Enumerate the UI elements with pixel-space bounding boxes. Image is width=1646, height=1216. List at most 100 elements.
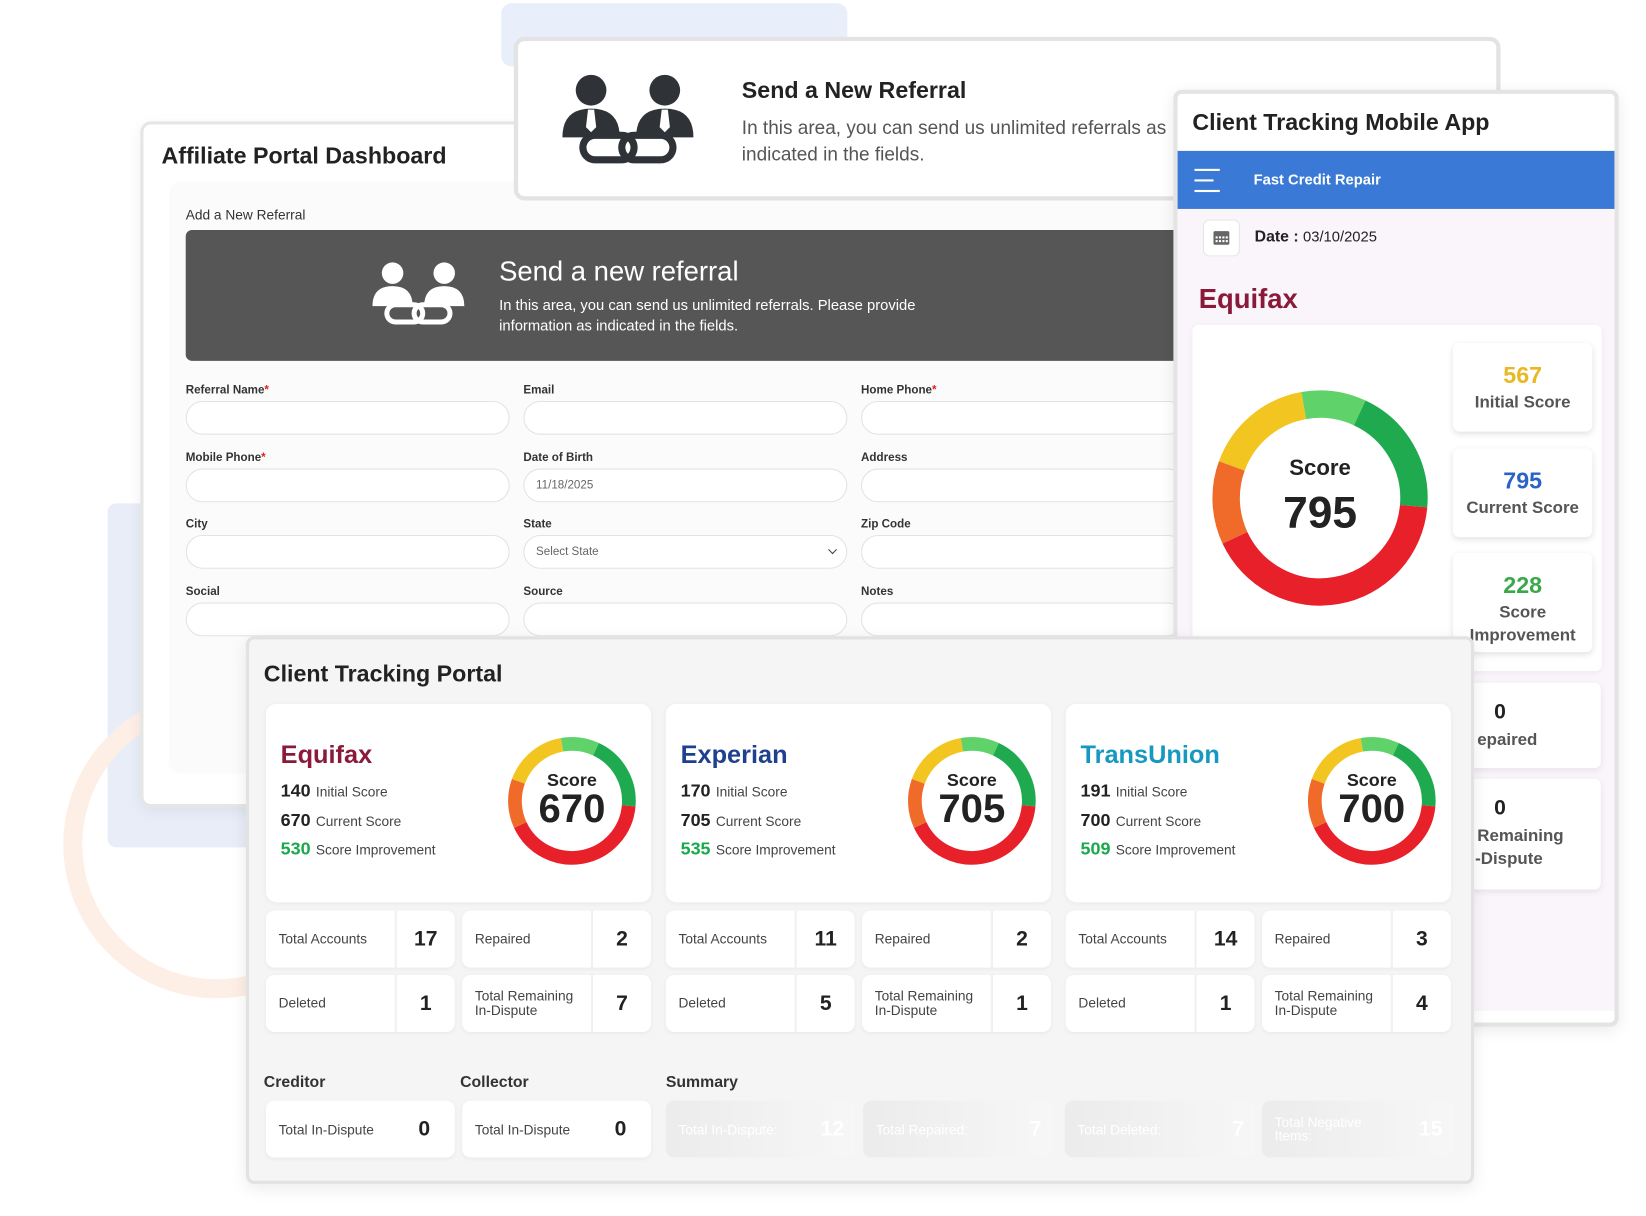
stat-divider [1390,910,1393,968]
calendar-cell [1225,236,1228,239]
summary-label: Total Deleted: [1077,1121,1162,1137]
app-name: Fast Credit Repair [1253,170,1381,188]
field-label-text: Mobile Phone [185,451,262,464]
stat-cell [1262,975,1451,1032]
stat-cell [265,1100,455,1158]
stat-value: 0 [614,1116,627,1141]
gauge-segment [1311,738,1364,785]
bureau-card [665,703,1051,903]
calendar-cell [1225,240,1228,243]
score-line: 705 Current Score [681,810,802,831]
field-label: Social [186,585,220,598]
referral-icon [372,262,465,325]
stat-cell [862,975,1051,1032]
stat-value: 3 [1416,926,1428,951]
gauge-segment [1307,779,1327,828]
summary-tile [1064,1100,1255,1158]
stat-label: Total Remaining In-Dispute [474,987,574,1019]
stat-label: Total Accounts [1078,930,1167,947]
stat-value: 7 [616,991,628,1015]
stat-label: Deleted [1078,995,1126,1011]
field-label: Referral Name* [186,384,269,397]
input-field [861,601,1185,636]
field-label-text: Home Phone [861,384,932,397]
stat-value: 0 [418,1116,431,1141]
stat-divider [1194,975,1197,1032]
stat-card [1453,342,1593,432]
stat-value: 567 [1503,361,1543,389]
field-label-text: Address [861,451,908,464]
stat-divider [990,975,993,1032]
gauge [508,737,636,865]
score-line: 509 Score Improvement [1081,839,1236,860]
gauge-segment [592,743,636,807]
stat-label: Remaining [1477,827,1564,846]
icon-group [372,262,465,325]
stat-divider [590,975,594,1032]
stat-cell [1065,910,1255,968]
input-field [861,534,1185,569]
score-label: Initial Score [315,784,388,800]
score-line: 140 Initial Score [281,781,388,802]
stat-cell [862,910,1051,968]
referral-icon [562,74,694,164]
score-label: Current Score [315,813,402,829]
gauge-segment [908,779,927,828]
field-label-text: Source [523,585,563,598]
stat-label: Deleted [678,995,726,1011]
gauge [1212,390,1428,606]
icon-head [433,262,455,284]
stat-value: 14 [1213,926,1238,951]
field-label: Address [861,451,907,464]
stat-label: Repaired [474,930,531,947]
stat-label: Total Remaining In-Dispute [1274,987,1374,1019]
calendar-cell [1218,240,1222,243]
gauge-segment [911,738,964,785]
score-number: 530 [280,838,311,859]
stat-value: 2 [616,926,628,951]
icon-group [562,74,694,164]
bureau-name: Equifax [1198,282,1298,315]
stat-value: 1 [419,991,432,1015]
input-value: Select State [536,545,599,559]
stat-cell [462,1100,652,1158]
stat-value: 228 [1503,571,1543,599]
gauge-segment [514,805,636,865]
banner-title: Send a new referral [499,255,739,288]
gauge-label: Score [946,770,997,791]
stat-cell [462,910,652,968]
bureau-name: Experian [680,740,788,770]
stat-label: Total In-Dispute [278,1121,374,1137]
field-label-text: State [523,518,552,531]
calendar-cell [1222,240,1225,243]
gauge [1307,737,1436,865]
summary-tile [665,1100,855,1158]
input-field [185,601,510,636]
stat-cell [1065,975,1255,1032]
stat-label: Current Score [1466,499,1579,518]
field-label: City [186,518,208,531]
stat-value: 795 [1503,467,1543,494]
input-field [861,400,1185,435]
stat-divider [1390,975,1393,1032]
date-row: Date : 03/10/2025 [1255,228,1377,246]
stat-value: 1 [1219,991,1232,1015]
icon-tie [440,286,448,303]
stat-cell [665,975,855,1032]
stat-divider [590,910,594,968]
input-field [523,467,848,502]
bureau-name: Equifax [280,740,373,770]
calendar-cell [1218,236,1222,239]
stat-cell [1262,910,1451,968]
input-field [523,400,848,435]
field-label-text: Date of Birth [523,451,594,464]
referral-text: In this area, you can send us unlimited … [741,117,1167,165]
menu-line [1194,179,1214,181]
field-label: Date of Birth [523,451,593,464]
input-field [523,534,848,569]
gauge-segment [511,738,564,785]
stat-card [1453,778,1601,890]
gauge-label: Score [1289,455,1351,481]
stat-card [1453,552,1593,653]
stat-value: 17 [414,926,438,951]
